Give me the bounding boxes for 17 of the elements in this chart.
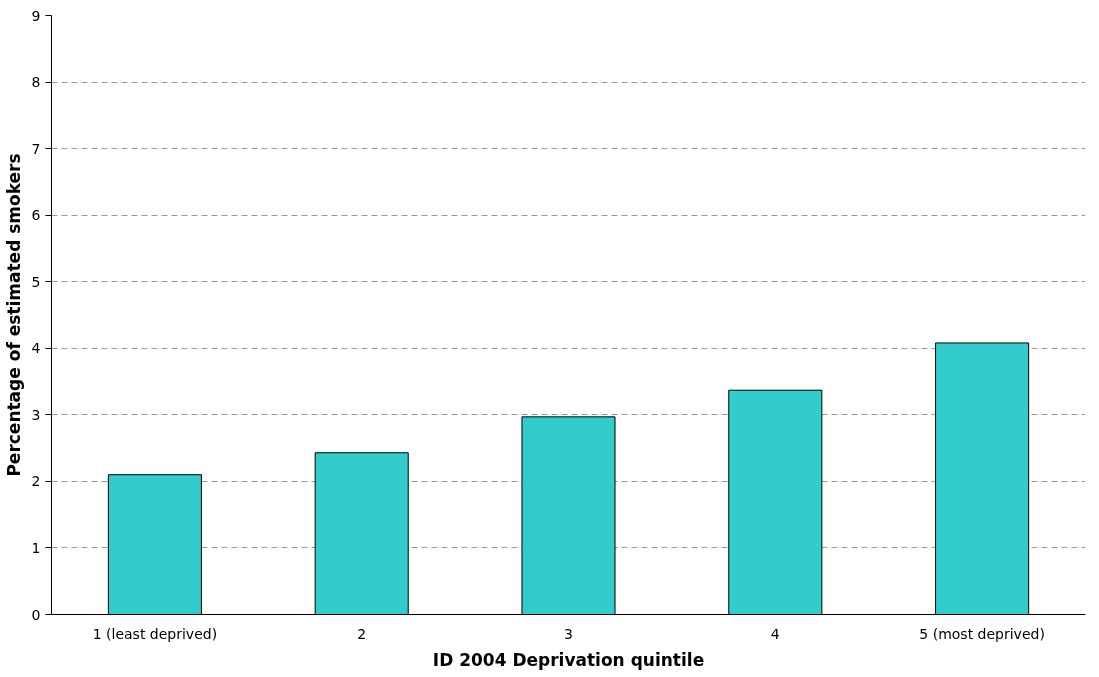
- y-tick-label: 3: [31, 406, 41, 423]
- y-axis-title: Percentage of estimated smokers: [3, 153, 24, 477]
- y-tick-label: 5: [31, 273, 41, 290]
- x-tick-label: 5 (most deprived): [919, 625, 1045, 642]
- y-tick-label: 4: [31, 340, 41, 357]
- y-tick-label: 0: [31, 606, 41, 623]
- y-tick-label: 8: [31, 74, 41, 91]
- y-tick-label: 9: [31, 7, 41, 24]
- x-tick-label: 2: [357, 625, 367, 642]
- y-tick-label: 6: [31, 207, 41, 224]
- x-tick-label: 3: [564, 625, 573, 642]
- y-tick-label: 2: [31, 473, 41, 490]
- x-tick-label: 4: [770, 625, 780, 642]
- y-tick-label: 1: [31, 539, 41, 556]
- x-axis-title: ID 2004 Deprivation quintile: [432, 649, 705, 670]
- y-tick-label: 7: [31, 140, 41, 157]
- x-tick-label: 1 (least deprived): [92, 625, 218, 642]
